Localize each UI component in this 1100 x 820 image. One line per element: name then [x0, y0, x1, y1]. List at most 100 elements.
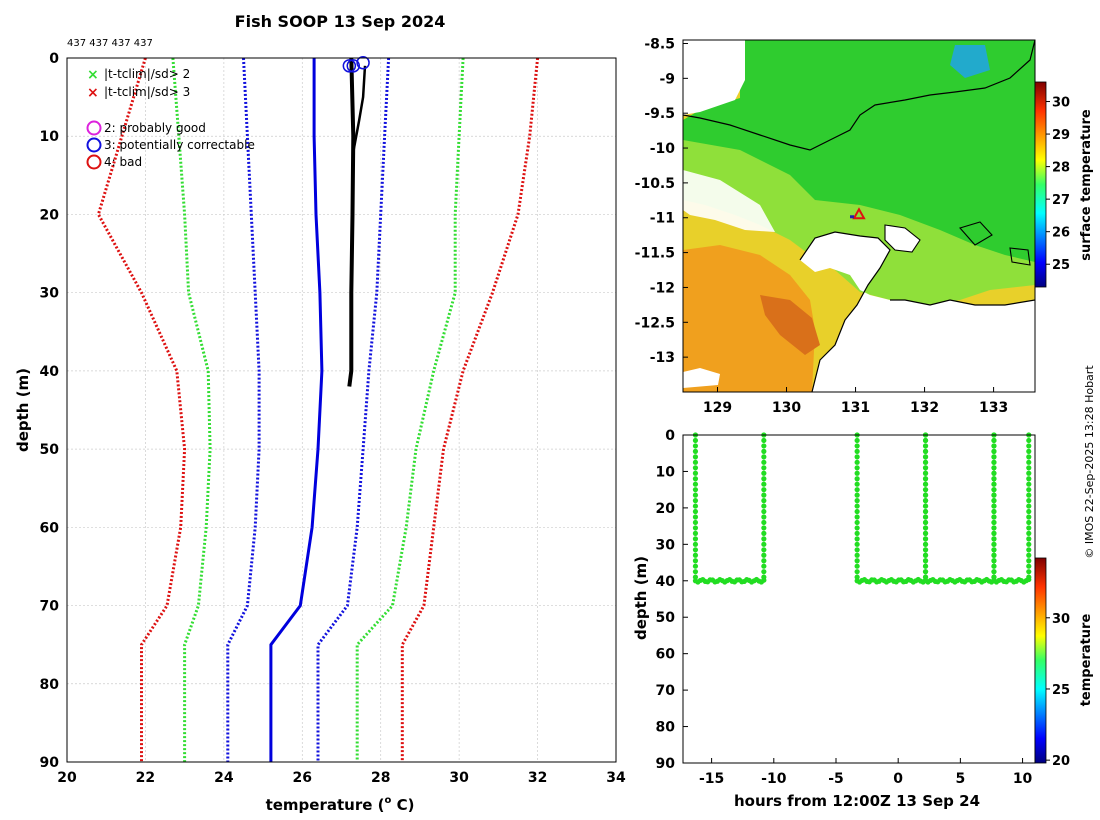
sst-map: 129 130 131 132 133 -8.5 -9 -9.5 -10 -10.5 -11 -11.… [635, 36, 1036, 416]
depth-point [854, 492, 860, 498]
ts-x-tick-label: -5 [828, 771, 844, 787]
depth-point [761, 563, 767, 569]
depth-point [692, 492, 699, 498]
depth-point [991, 574, 997, 580]
colorbar-tick-label: 28 [1052, 161, 1070, 176]
legend-circle-bad: 4: bad [86, 154, 142, 170]
depth-point [854, 563, 860, 569]
y-tick-label: 80 [40, 677, 60, 693]
ts-y-tick-label: 10 [656, 464, 676, 480]
depth-point [991, 465, 997, 471]
x-tick-label: 20 [57, 770, 77, 786]
map-x-tick-label: 132 [910, 400, 939, 416]
depth-point [854, 530, 860, 537]
series-line-mean-sd [226, 57, 261, 762]
depth-point [1026, 459, 1032, 465]
map-y-tick-label: -8.5 [644, 36, 675, 52]
coastline-islands [884, 221, 1031, 266]
ts-x-tick-label: 10 [1013, 771, 1033, 787]
map-y-tick-label: -12.5 [635, 315, 675, 331]
depth-point [761, 476, 767, 482]
depth-point [1026, 558, 1032, 564]
ship-track-segment [850, 215, 854, 219]
depth-point [922, 558, 929, 564]
depth-point [991, 498, 997, 504]
depth-point [922, 530, 929, 537]
depth-point [991, 454, 997, 460]
cross-icon: × [87, 67, 99, 83]
legend: × |t-tclim|/sd> 2 × |t-tclim|/sd> 3 2: p… [86, 67, 255, 170]
depth-point [991, 508, 997, 515]
depth-point [854, 519, 860, 526]
series-line-mean-3sd [400, 57, 540, 762]
timeseries-ylabel: depth (m) [632, 556, 650, 640]
depth-point [991, 437, 997, 444]
x-tick-label: 26 [293, 770, 312, 786]
depth-point [1026, 492, 1032, 498]
legend-label: 3: potentially correctable [104, 138, 255, 152]
depth-point [922, 481, 929, 487]
series-line-observed-profiles [347, 57, 356, 387]
ship-position-marker [852, 207, 866, 220]
sst-light-green-zone [683, 140, 1035, 305]
depth-point [854, 476, 860, 482]
ts-x-tick-label: 0 [893, 771, 903, 787]
depth-point [761, 492, 767, 498]
land-coast [800, 232, 1035, 392]
depth-point [692, 508, 699, 515]
colorbar-tick-label: 29 [1052, 128, 1070, 143]
depth-point [991, 476, 997, 482]
depth-point [922, 547, 929, 553]
profile-ylabel: depth (m) [14, 368, 32, 452]
depth-point [854, 547, 860, 553]
depth-point [761, 503, 767, 509]
legend-cross-3sd: × |t-tclim|/sd> 3 [87, 85, 190, 101]
colorbar-tick-label: 30 [1052, 612, 1070, 627]
sst-colorbar [1034, 81, 1047, 288]
map-y-tick-label: -10.5 [635, 176, 675, 192]
legend-label: |t-tclim|/sd> 3 [104, 85, 190, 99]
depth-point [761, 465, 767, 471]
depth-point [761, 508, 767, 515]
colorbar-tick-label: 30 [1052, 96, 1070, 111]
depth-point [692, 525, 699, 531]
map-y-tick-label: -9 [659, 71, 675, 87]
depth-point [991, 487, 997, 493]
depth-point [1026, 470, 1032, 476]
y-tick-label: 10 [40, 129, 60, 145]
depth-point [991, 481, 997, 487]
ts-y-tick-label: 0 [665, 428, 675, 444]
depth-point [761, 454, 767, 460]
coastline-south [799, 231, 891, 392]
map-y-tick-label: -11 [650, 211, 675, 227]
depth-point [854, 503, 860, 509]
series-line-mean-sd [316, 57, 391, 762]
series-line-mean-2sd [355, 57, 465, 762]
depth-point [692, 541, 699, 547]
depth-point [922, 503, 929, 509]
ts-x-tick-label: -10 [761, 771, 787, 787]
temperature-colorbar [1034, 557, 1047, 764]
depth-point [1026, 536, 1032, 542]
map-x-tick-label: 129 [703, 400, 732, 416]
depth-point [1026, 476, 1032, 482]
depth-point [854, 541, 860, 547]
ts-x-tick-label: -15 [699, 771, 724, 787]
depth-point [854, 437, 860, 444]
depth-point [1026, 465, 1032, 471]
flag-circle [342, 59, 357, 73]
colorbar-tick-label: 27 [1052, 193, 1070, 208]
depth-point [991, 519, 997, 526]
depth-point [692, 558, 699, 564]
depth-point [692, 519, 699, 526]
depth-point [692, 563, 699, 569]
depth-point [761, 498, 767, 504]
flag-circle [356, 55, 370, 70]
depth-point [991, 558, 997, 564]
depth-point [922, 563, 929, 569]
missing-data-patch [683, 170, 775, 232]
depth-point [692, 530, 699, 537]
depth-point [854, 459, 860, 465]
legend-circle-correctable: 3: potentially correctable [86, 137, 255, 153]
sst-darkorange-zone [760, 295, 820, 355]
